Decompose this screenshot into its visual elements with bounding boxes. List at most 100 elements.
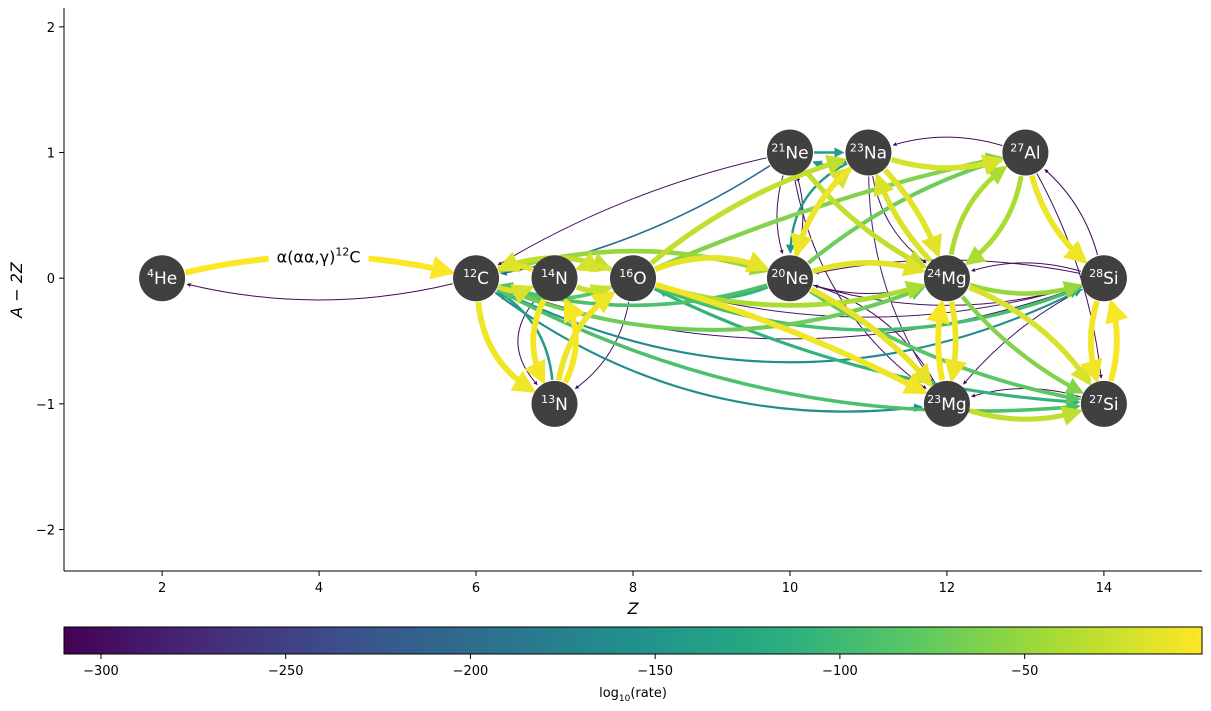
edge-ne20-to-al27: [807, 156, 1004, 265]
edge-o16-to-n13: [574, 301, 630, 389]
edge-c12-to-mg23: [494, 291, 923, 413]
edge-label-he4-to-c12: α(αα,γ)12C: [277, 245, 361, 266]
colorbar-ticks: −300 −250 −200 −150 −100 −50: [83, 654, 1038, 679]
edge-na23-to-ne20: [790, 166, 853, 258]
edge-o16-to-na23: [649, 154, 848, 265]
edge-n13-to-n14: [562, 297, 586, 384]
node-label: 23Na: [850, 142, 887, 164]
node-label: 13N: [541, 393, 568, 415]
edge-ne21-to-mg23: [793, 176, 927, 389]
node-symbol: N: [555, 395, 568, 415]
y-tick-label: 2: [47, 21, 55, 36]
colorbar-tick-label: −300: [83, 664, 119, 679]
edge-mg23-to-si27: [969, 406, 1083, 426]
edge-o16-to-ne20: [654, 251, 771, 273]
edge-mg24-to-mg23: [944, 301, 967, 383]
node-label: 16O: [619, 267, 646, 289]
y-tick-label: −2: [36, 524, 55, 539]
node-mass-number: 20: [771, 267, 785, 280]
edge-na23-to-mg24: [882, 168, 942, 259]
edge-mg24-to-si27: [960, 295, 1084, 394]
edge-si28-to-mg24: [971, 262, 1082, 272]
node-circle: [766, 129, 813, 176]
node-circle: [845, 129, 892, 176]
edge-si28-to-mg23: [963, 288, 1083, 385]
edge-al27-to-mg24: [964, 175, 1024, 266]
node-symbol: He: [154, 269, 177, 289]
node-label: 23Mg: [927, 393, 966, 415]
node-circle: [1080, 380, 1127, 427]
edge-al27-to-na23: [892, 136, 1003, 147]
node-symbol: Ne: [785, 144, 808, 164]
edge-ne21-to-c12: [497, 157, 767, 266]
node-symbol: Mg: [941, 269, 966, 289]
node-mass-number: 27: [1089, 393, 1103, 406]
edge-mg24-to-si27: [968, 284, 1092, 387]
node-he4: 4He: [139, 255, 186, 302]
node-circle: [453, 255, 500, 302]
node-symbol: Na: [864, 144, 887, 164]
colorbar-tick-label: −250: [268, 664, 304, 679]
node-ne21: 21Ne: [766, 129, 813, 176]
node-symbol: Al: [1024, 144, 1040, 164]
node-mass-number: 24: [927, 267, 941, 280]
colorbar-tick-label: −150: [637, 664, 673, 679]
node-circle: [139, 255, 186, 302]
node-symbol: O: [633, 269, 646, 289]
node-label: 28Si: [1089, 267, 1119, 289]
node-na23: 23Na: [845, 129, 892, 176]
edge-mg23-to-mg24: [926, 299, 950, 381]
edge-c12-to-n13: [475, 301, 537, 393]
colorbar-tick-label: −100: [822, 664, 858, 679]
node-al27: 27Al: [1002, 129, 1049, 176]
node-mass-number: 13: [541, 393, 555, 406]
node-label: 27Al: [1010, 142, 1040, 164]
edge-label-background: [268, 243, 369, 268]
node-mass-number: 23: [850, 142, 864, 155]
node-circle: [1002, 129, 1049, 176]
node-symbol: C: [477, 269, 489, 289]
edge-si27-to-si28: [1105, 298, 1129, 382]
colorbar-label-subscript: 10: [619, 694, 631, 704]
node-mass-number: 4: [147, 267, 154, 280]
node-label: 14N: [541, 267, 568, 289]
node-mass-number: 16: [619, 267, 633, 280]
node-symbol: N: [555, 269, 568, 289]
edge-ne20-to-mg23: [809, 286, 934, 388]
node-mass-number: 27: [1010, 142, 1024, 155]
edge-mg24-to-al27: [948, 165, 1008, 255]
node-c12: 12C: [453, 255, 500, 302]
edge-o16-to-mg23: [655, 282, 928, 395]
node-symbol: Ne: [785, 269, 808, 289]
edge-c12-to-mg24: [497, 285, 926, 332]
node-si27: 27Si: [1080, 380, 1127, 427]
edge-c12-to-n14: [497, 284, 535, 305]
node-mass-number: 12: [463, 267, 477, 280]
edge-ne20-to-mg24: [812, 254, 927, 277]
edge-c12-to-he4: [186, 283, 453, 301]
node-ne20: 20Ne: [766, 255, 813, 302]
node-si28: 28Si: [1080, 255, 1127, 302]
edge-si28-to-si27: [1079, 300, 1103, 384]
edge-label-symbol: C: [349, 247, 360, 266]
node-mg23: 23Mg: [923, 380, 970, 427]
edge-n14-to-n13: [524, 298, 547, 385]
y-ticks: 2 1 0 −1 −2: [36, 21, 64, 539]
edge-na23-to-mg23: [868, 176, 933, 384]
node-label: 21Ne: [771, 142, 808, 164]
edge-si27-to-mg24: [970, 287, 1091, 385]
axes: 2 4 6 8 10 12 14 210−1−2 Z A − 2Z: [7, 8, 1202, 618]
y-tick-label: −1: [36, 398, 55, 413]
colorbar: −300 −250 −200 −150 −100 −50 log10(rate): [63, 626, 1203, 704]
node-circle: [923, 380, 970, 427]
node-mass-number: 14: [541, 267, 555, 280]
node-symbol: Si: [1103, 269, 1119, 289]
node-mg24: 24Mg: [923, 255, 970, 302]
node-circle: [531, 255, 578, 302]
edge-al27-to-si27: [1036, 173, 1103, 379]
node-label: 12C: [463, 267, 489, 289]
node-symbol: Si: [1103, 395, 1119, 415]
node-circle: [923, 255, 970, 302]
